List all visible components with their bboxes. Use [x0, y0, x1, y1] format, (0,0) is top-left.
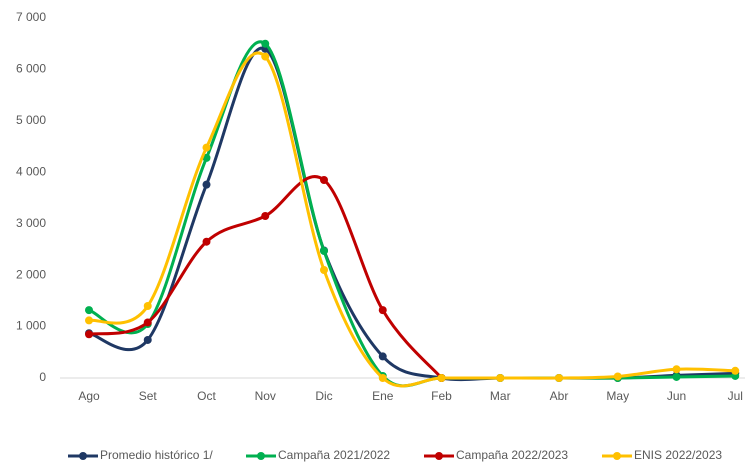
data-point [672, 365, 681, 374]
legend-label: Campaña 2022/2023 [456, 448, 568, 462]
data-point [320, 266, 328, 274]
data-point [261, 52, 270, 61]
series-line [88, 46, 736, 382]
y-tick-label: 3 000 [16, 216, 46, 230]
x-tick-label: Mar [490, 389, 511, 403]
legend-dot [435, 452, 443, 460]
x-tick-label: Oct [197, 389, 216, 403]
legend-dot [257, 452, 265, 460]
data-point [143, 318, 152, 327]
data-point [202, 180, 211, 189]
data-point [613, 372, 622, 381]
x-tick-label: Feb [431, 389, 452, 403]
data-point [496, 374, 505, 382]
data-point [85, 330, 93, 339]
data-point [202, 143, 211, 152]
data-point [320, 176, 328, 184]
x-tick-label: May [606, 389, 629, 403]
series-line [88, 175, 443, 379]
legend-label: Campaña 2021/2022 [278, 448, 390, 462]
data-point [261, 212, 270, 220]
y-tick-label: 2 000 [16, 267, 46, 281]
legend-dot [79, 452, 87, 460]
data-point [378, 352, 387, 361]
y-tick-label: 1 000 [16, 319, 46, 333]
x-tick-label: Nov [255, 389, 276, 403]
data-point [143, 335, 152, 344]
data-point [143, 302, 152, 310]
data-point [378, 306, 387, 315]
y-tick-label: 4 000 [16, 164, 46, 178]
x-tick-label: Jun [667, 389, 686, 403]
data-point [378, 374, 387, 382]
x-tick-label: Ago [78, 389, 100, 403]
data-point [320, 246, 328, 255]
x-tick-label: Abr [550, 389, 569, 403]
data-point [437, 374, 446, 382]
data-point [202, 237, 211, 246]
series-line [88, 51, 736, 388]
x-tick-label: Dic [315, 389, 332, 403]
legend-dot [613, 452, 621, 460]
x-tick-label: Jul [728, 389, 743, 403]
series-line [88, 40, 736, 388]
legend-label: Promedio histórico 1/ [100, 448, 213, 462]
y-tick-label: 6 000 [16, 62, 46, 76]
x-tick-label: Ene [372, 389, 394, 403]
legend-label: ENIS 2022/2023 [634, 448, 722, 462]
data-point [85, 316, 93, 325]
data-point [261, 39, 270, 48]
y-tick-label: 7 000 [16, 10, 46, 24]
y-tick-label: 5 000 [16, 113, 46, 127]
x-tick-label: Set [139, 389, 158, 403]
data-point [555, 374, 563, 382]
data-point [672, 372, 681, 381]
y-tick-label: 0 [39, 370, 46, 384]
data-point [85, 306, 93, 315]
data-point [731, 366, 740, 375]
